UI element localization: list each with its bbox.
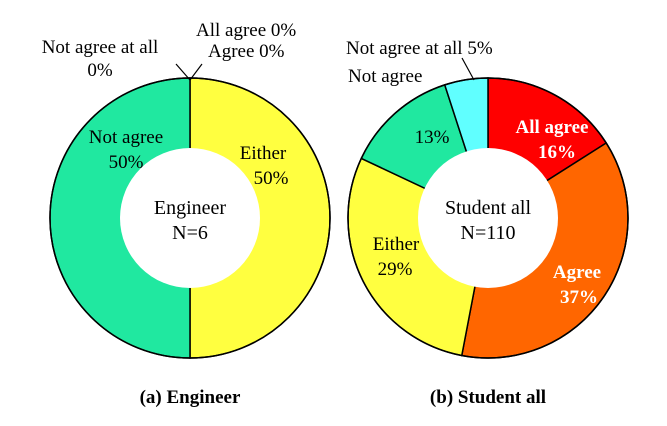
chart-student-all: Student all N=110 Not agree at all 5% No… [346,38,629,408]
student-label-all-agree-name: All agree [516,117,589,138]
student-label-all-agree-value: 16% [538,142,576,163]
engineer-label-not-agree-name: Not agree [89,127,163,148]
student-center-n: N=110 [461,222,516,244]
student-label-not-agree-name: Not agree [348,66,422,87]
engineer-label-not-agree-at-all-name: Not agree at all [42,37,159,58]
student-center-label: Student all [445,197,532,219]
engineer-center-n: N=6 [172,222,208,244]
student-label-agree-value: 37% [560,287,598,308]
chart-engineer: Engineer N=6 All agree 0% Agree 0% Not a… [42,20,331,408]
student-label-either-name: Either [373,234,420,255]
engineer-label-not-agree-at-all-value: 0% [87,60,113,81]
student-label-agree-name: Agree [553,262,601,283]
student-caption: (b) Student all [430,387,546,408]
student-label-not-agree-at-all: Not agree at all 5% [346,38,493,59]
engineer-label-all-agree: All agree 0% [196,20,296,41]
engineer-center-label: Engineer [154,197,227,219]
student-outer-ring [347,77,629,359]
student-donut-hole [418,148,558,288]
leader-line-all-agree [189,63,203,81]
engineer-caption: (a) Engineer [140,387,241,408]
student-label-either-value: 29% [378,259,413,280]
engineer-outer-ring [49,77,331,359]
engineer-label-not-agree-value: 50% [109,152,144,173]
engineer-label-either-name: Either [240,143,287,164]
engineer-label-either-value: 50% [254,168,289,189]
leader-line-student-not-agree-at-all [461,57,475,81]
student-label-not-agree-value: 13% [415,127,450,148]
engineer-label-agree: Agree 0% [208,41,285,62]
engineer-donut-hole [120,148,260,288]
leader-line-not-agree-at-all [175,63,191,81]
